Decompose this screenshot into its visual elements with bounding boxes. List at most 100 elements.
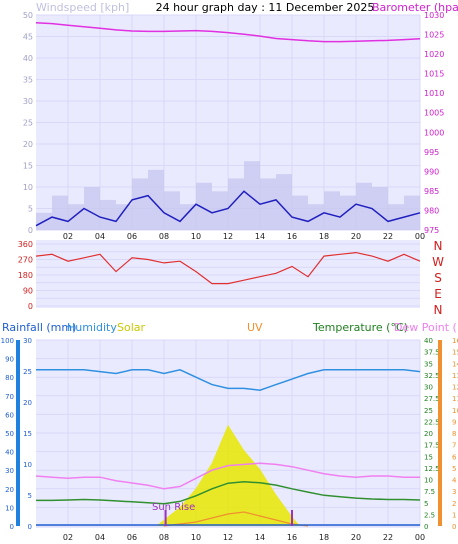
gust-bar	[68, 204, 84, 230]
temperature-tick-label: 0	[424, 523, 428, 531]
temperature-tick-label: 5	[424, 500, 428, 508]
x-tick-label-bottom: 10	[191, 533, 201, 542]
windspeed-tick-label: 10	[23, 183, 33, 192]
uv-label: UV	[247, 321, 263, 334]
windspeed-tick-label: 35	[23, 76, 33, 85]
direction-tick-label: 0	[28, 302, 33, 311]
dewpoint-tick-label: 6	[452, 453, 457, 461]
solar-area	[156, 424, 300, 526]
rainfall-tick-label: 60	[5, 411, 14, 419]
x-tick-label-bottom: 02	[63, 533, 73, 542]
dewpoint-tick-label: 10	[452, 407, 458, 415]
windspeed-tick-label: 20	[23, 140, 33, 149]
x-tick-label-top: 14	[255, 232, 265, 241]
barometer-tick-label: 1020	[424, 50, 444, 59]
x-tick-label-top: 02	[63, 232, 73, 241]
chart-title: 24 hour graph day : 11 December 2025	[156, 1, 375, 14]
temperature-label: Temperature (°C)	[312, 321, 408, 334]
windspeed-tick-label: 25	[23, 119, 33, 128]
gust-bar	[84, 187, 100, 230]
temperature-line	[36, 481, 421, 505]
gust-bar	[132, 178, 148, 230]
dewpoint-tick-label: 2	[452, 500, 456, 508]
x-tick-label-bottom: 18	[319, 533, 329, 542]
windspeed-tick-label: 5	[28, 205, 33, 214]
gust-bar	[292, 195, 308, 230]
dewpoint-tick-label: 15	[452, 349, 458, 357]
dewpoint-tick-label: 8	[452, 430, 456, 438]
rainfall-secondary-tick-label: 20	[23, 399, 32, 407]
dewpoint-tick-label: 9	[452, 418, 456, 426]
dewpoint-tick-label: 7	[452, 442, 456, 450]
rainfall-secondary-tick-label: 10	[23, 461, 32, 469]
temperature-tick-label: 17.5	[424, 442, 440, 450]
temperature-tick-label: 32.5	[424, 372, 440, 380]
rainfall-axis-bar	[16, 340, 20, 526]
rainfall-tick-label: 30	[5, 467, 14, 475]
direction-tick-label: 270	[18, 256, 33, 265]
gust-bar	[196, 182, 212, 230]
temperature-tick-label: 7.5	[424, 488, 435, 496]
barometer-tick-label: 995	[424, 148, 439, 157]
dewpoint-tick-label: 0	[452, 523, 456, 531]
dewpoint-label: Dew Point (°C	[394, 321, 458, 334]
rainfall-secondary-tick-label: 30	[23, 337, 32, 345]
gust-bar	[164, 191, 180, 230]
dewpoint-tick-label: 16	[452, 337, 458, 345]
rainfall-tick-label: 10	[5, 504, 14, 512]
rainfall-tick-label: 100	[1, 337, 14, 345]
humidity-line	[36, 369, 421, 391]
humidity-label: Humidity	[67, 321, 117, 334]
temperature-tick-label: 35	[424, 360, 433, 368]
uv-line	[163, 511, 309, 527]
x-tick-label-top: 04	[95, 232, 105, 241]
compass-label-w: W	[432, 255, 444, 269]
temperature-tick-label: 15	[424, 453, 433, 461]
gust-bar	[324, 191, 340, 230]
x-tick-label-top: 10	[191, 232, 201, 241]
direction-tick-label: 180	[18, 271, 33, 280]
temperature-tick-label: 20	[424, 430, 433, 438]
temperature-tick-label: 27.5	[424, 395, 440, 403]
x-tick-label-bottom: 00	[415, 533, 425, 542]
x-tick-label-bottom: 20	[351, 533, 361, 542]
barometer-tick-label: 1005	[424, 109, 444, 118]
dewpoint-tick-label: 13	[452, 372, 458, 380]
direction-tick-label: 360	[18, 240, 33, 249]
windspeed-tick-label: 40	[23, 54, 33, 63]
windspeed-tick-label: 0	[28, 226, 33, 235]
compass-label-n-bottom: N	[434, 303, 443, 317]
rainfall-secondary-tick-label: 5	[28, 492, 32, 500]
gust-bar	[52, 195, 68, 230]
barometer-tick-label: 990	[424, 167, 439, 176]
x-tick-label-bottom: 12	[223, 533, 233, 542]
gust-bar	[388, 204, 404, 230]
compass-label-s: S	[434, 271, 442, 285]
x-tick-label-bottom: 14	[255, 533, 265, 542]
rainfall-tick-label: 20	[5, 486, 14, 494]
temperature-tick-label: 30	[424, 384, 433, 392]
dewpoint-tick-label: 1	[452, 511, 456, 519]
dewpoint-tick-label: 5	[452, 465, 456, 473]
x-tick-label-top: 00	[415, 232, 425, 241]
temperature-tick-label: 10	[424, 477, 433, 485]
barometer-tick-label: 975	[424, 226, 439, 235]
barometer-tick-label: 980	[424, 206, 439, 215]
temperature-tick-label: 40	[424, 337, 433, 345]
dewpoint-tick-label: 12	[452, 384, 458, 392]
gust-bar	[244, 161, 260, 230]
gust-bar	[180, 204, 196, 230]
temperature-tick-label: 22.5	[424, 418, 440, 426]
barometer-tick-label: 1025	[424, 31, 444, 40]
x-tick-label-top: 16	[287, 232, 297, 241]
x-tick-label-bottom: 04	[95, 533, 105, 542]
windspeed-tick-label: 50	[23, 11, 33, 20]
windspeed-line	[35, 190, 421, 227]
gust-bar	[404, 195, 420, 230]
rainfall-tick-label: 90	[5, 356, 14, 364]
barometer-tick-label: 1010	[424, 89, 444, 98]
axes: 0510152025303540455097598098599099510001…	[1, 11, 458, 531]
gust-bar	[116, 204, 132, 230]
barometer-tick-label: 1000	[424, 128, 444, 137]
